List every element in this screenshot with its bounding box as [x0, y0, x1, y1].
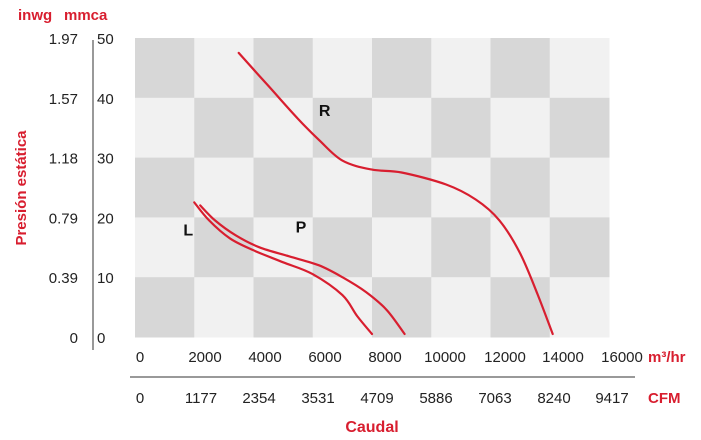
- grid-cell: [372, 217, 432, 278]
- grid-cell: [372, 157, 432, 218]
- grid-cell: [135, 38, 195, 99]
- x-tick-cfm: 8240: [537, 390, 570, 407]
- y-tick-mmca: 0: [97, 330, 105, 347]
- y-tick-inwg: 1.97: [49, 31, 78, 48]
- grid-cell: [253, 97, 314, 159]
- y-tick-inwg: 1.18: [49, 151, 78, 168]
- grid-cell: [490, 217, 551, 278]
- y-tick-inwg: 0.79: [49, 210, 78, 227]
- grid-cell: [372, 97, 432, 159]
- curve-label-P: P: [296, 219, 307, 236]
- x-axis-title: Caudal: [345, 419, 398, 436]
- curve-label-L: L: [183, 222, 193, 239]
- x-tick-cfm: 5886: [419, 390, 452, 407]
- x-tick-cfm: 3531: [301, 390, 334, 407]
- grid-cell: [312, 38, 373, 99]
- grid-cell: [549, 277, 610, 338]
- grid-cell: [135, 277, 195, 338]
- grid-cell: [253, 277, 314, 338]
- chart-labels: R L P: [183, 103, 330, 240]
- curve-P: [199, 204, 406, 336]
- y-unit-inwg: inwg: [18, 7, 52, 24]
- x-unit-m3hr: m³/hr: [648, 349, 686, 366]
- grid-cell: [253, 217, 314, 278]
- grid-cell: [431, 97, 491, 159]
- x-tick-m3hr: 4000: [248, 349, 281, 366]
- y-tick-mmca: 20: [97, 210, 114, 227]
- curve-R: [237, 51, 554, 336]
- y-tick-inwg: 1.57: [49, 91, 78, 108]
- y-tick-mmca: 50: [97, 31, 114, 48]
- y-tick-mmca: 30: [97, 151, 114, 168]
- grid-cell: [549, 157, 610, 218]
- grid-cell: [194, 157, 254, 218]
- grid-cell: [312, 217, 373, 278]
- grid-cell: [253, 38, 314, 99]
- grid-cell: [194, 277, 254, 338]
- grid-cell: [135, 157, 195, 218]
- curve-label-R: R: [319, 103, 331, 120]
- x-tick-cfm: 9417: [595, 390, 628, 407]
- grid-cell: [490, 157, 551, 218]
- x-unit-cfm: CFM: [648, 390, 681, 407]
- grid-cell: [490, 97, 551, 159]
- x-tick-cfm: 4709: [360, 390, 393, 407]
- grid-cell: [549, 217, 610, 278]
- x-tick-m3hr: 6000: [308, 349, 341, 366]
- grid-cell: [431, 217, 491, 278]
- performance-curves: [193, 51, 554, 336]
- x-tick-m3hr: 0: [136, 349, 144, 366]
- grid-cell: [431, 38, 491, 99]
- x-tick-m3hr: 8000: [368, 349, 401, 366]
- axes: 0 0 10 0.39 20 0.79 30 1.18 40 1.57 50 1.97 0 2000 400…: [13, 7, 686, 436]
- y-unit-mmca: mmca: [64, 7, 108, 24]
- y-tick-inwg: 0: [70, 330, 78, 347]
- plot-background: [135, 38, 610, 338]
- y-axis-title: Presión estática: [13, 130, 30, 246]
- x-tick-cfm: 7063: [478, 390, 511, 407]
- grid-cell: [490, 277, 551, 338]
- grid-cell: [372, 277, 432, 338]
- x-tick-m3hr: 16000: [601, 349, 643, 366]
- y-tick-mmca: 10: [97, 270, 114, 287]
- x-tick-cfm: 0: [136, 390, 144, 407]
- x-tick-m3hr: 14000: [542, 349, 584, 366]
- grid-cell: [253, 157, 314, 218]
- grid-cell: [431, 277, 491, 338]
- grid-cell: [135, 97, 195, 159]
- grid-cell: [135, 217, 195, 278]
- y-tick-inwg: 0.39: [49, 270, 78, 287]
- x-tick-cfm: 1177: [185, 390, 217, 407]
- grid-cell: [194, 97, 254, 159]
- grid-cell: [372, 38, 432, 99]
- grid-cell: [194, 38, 254, 99]
- grid-cell: [490, 38, 551, 99]
- grid-cell: [431, 157, 491, 218]
- curve-L: [193, 201, 374, 336]
- x-tick-cfm: 2354: [242, 390, 275, 407]
- x-tick-m3hr: 10000: [424, 349, 466, 366]
- grid-cell: [312, 157, 373, 218]
- x-tick-m3hr: 12000: [484, 349, 526, 366]
- x-tick-m3hr: 2000: [188, 349, 221, 366]
- grid-cell: [549, 38, 610, 99]
- grid-cell: [549, 97, 610, 159]
- grid-cell: [312, 97, 373, 159]
- grid-cell: [312, 277, 373, 338]
- y-tick-mmca: 40: [97, 91, 114, 108]
